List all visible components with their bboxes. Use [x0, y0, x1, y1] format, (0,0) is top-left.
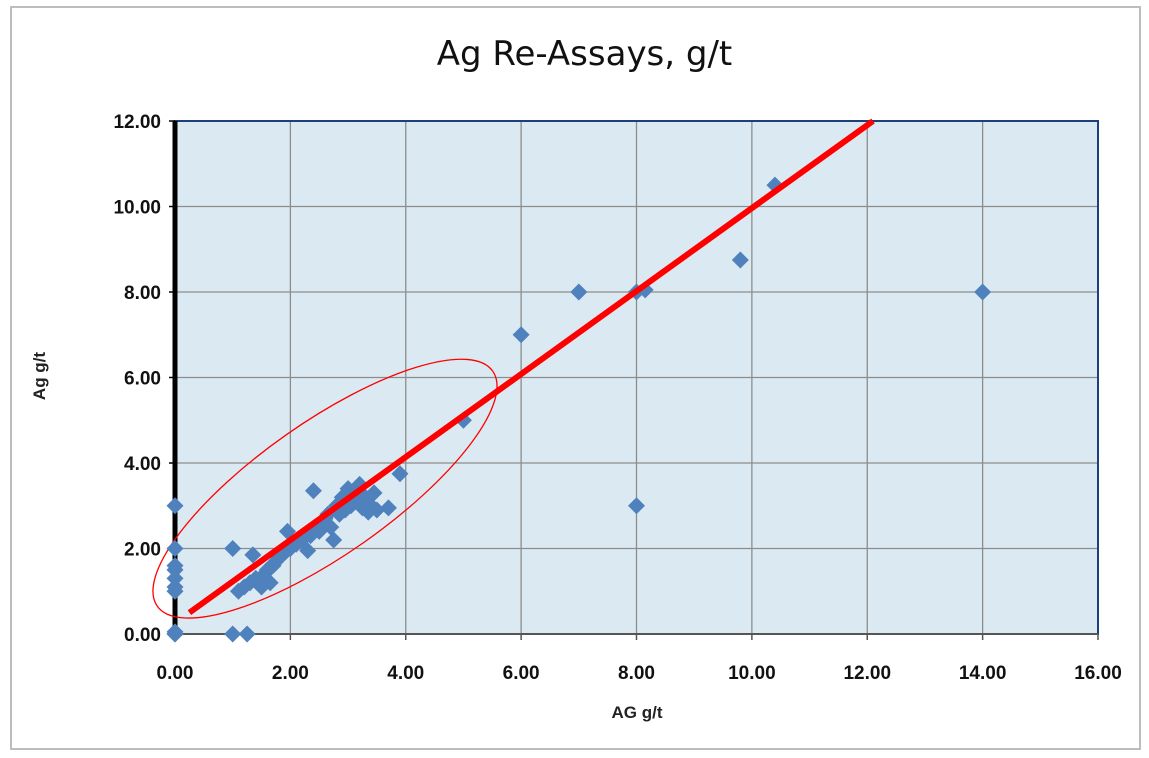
data-point	[247, 569, 265, 587]
data-point	[322, 518, 340, 536]
trendline	[187, 118, 875, 616]
chart-title: Ag Re-Assays, g/t	[436, 34, 733, 74]
y-tick-label: 6.00	[124, 369, 161, 390]
y-tick-label: 0.00	[124, 625, 161, 646]
data-point	[261, 574, 279, 592]
x-tick-label: 16.00	[1074, 663, 1122, 684]
data-point	[224, 540, 242, 557]
data-point	[368, 501, 386, 519]
y-tick-label: 12.00	[113, 112, 161, 133]
data-point	[299, 542, 317, 560]
data-point	[166, 623, 184, 641]
data-point	[224, 625, 242, 643]
data-point	[512, 326, 530, 344]
data-point	[304, 482, 322, 500]
data-point	[166, 569, 184, 587]
y-tick-label: 2.00	[124, 540, 161, 561]
y-tick-label: 10.00	[113, 198, 161, 219]
x-tick-label: 0.00	[157, 663, 194, 684]
x-tick-label: 10.00	[728, 663, 776, 684]
x-tick-label: 4.00	[387, 663, 424, 684]
data-point	[166, 557, 184, 575]
data-point	[379, 499, 397, 517]
data-point	[166, 578, 184, 596]
data-point	[166, 497, 184, 515]
x-tick-label: 6.00	[503, 663, 540, 684]
data-point	[325, 531, 343, 549]
data-point	[244, 546, 262, 564]
x-tick-label: 14.00	[959, 663, 1007, 684]
x-axis-title: AG g/t	[611, 703, 663, 722]
data-point	[166, 540, 184, 557]
y-tick-label: 8.00	[124, 283, 161, 304]
x-tick-label: 2.00	[272, 663, 309, 684]
y-tick-label: 4.00	[124, 454, 161, 475]
data-point	[238, 625, 256, 643]
x-tick-label: 8.00	[618, 663, 655, 684]
data-point	[365, 484, 383, 502]
data-point	[731, 251, 749, 269]
data-point	[974, 283, 992, 301]
x-tick-label: 12.00	[843, 663, 891, 684]
data-point	[391, 465, 409, 483]
data-point	[570, 283, 588, 301]
data-point	[628, 497, 645, 515]
annotation-ellipse	[152, 358, 498, 619]
